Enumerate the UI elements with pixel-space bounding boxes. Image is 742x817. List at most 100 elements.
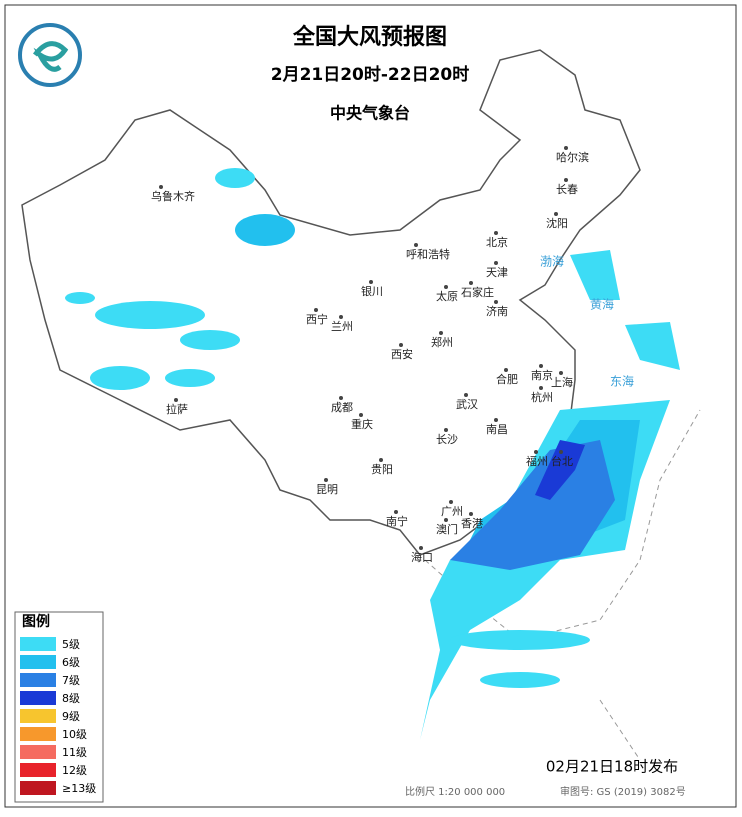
city-label: 上海 — [551, 375, 573, 389]
city-label: 重庆 — [351, 417, 373, 431]
city-label: 乌鲁木齐 — [151, 189, 195, 203]
city-label: 南京 — [531, 368, 553, 382]
city-dot — [159, 185, 163, 189]
city-dot — [494, 300, 498, 304]
city-dot — [324, 478, 328, 482]
wind-area — [450, 630, 590, 650]
sea-boundary — [424, 409, 701, 761]
city-label: 银川 — [361, 284, 383, 298]
legend-label: 7级 — [62, 674, 80, 687]
city-label: 福州 — [526, 454, 548, 468]
city-label: 成都 — [331, 401, 353, 414]
city-dot — [399, 343, 403, 347]
city-label: 呼和浩特 — [406, 247, 450, 261]
city-label: 杭州 — [531, 390, 553, 404]
city-dot — [494, 261, 498, 265]
city-label: 郑州 — [431, 335, 453, 349]
subtitle: 2月21日20时-22日20时 — [271, 65, 470, 85]
city-label: 北京 — [486, 235, 508, 249]
city-label: 南宁 — [386, 514, 408, 528]
city-label: 西安 — [391, 347, 413, 361]
sea-label: 渤海 — [540, 254, 564, 269]
wind-area — [95, 301, 205, 329]
legend-label: 10级 — [62, 728, 87, 741]
city-label: 济南 — [486, 304, 508, 318]
legend-label: 5级 — [62, 638, 80, 651]
city-dot — [314, 308, 318, 312]
city-dot — [539, 364, 543, 368]
legend-title: 图例 — [22, 613, 50, 630]
city-label: 西宁 — [306, 312, 328, 326]
city-dot — [444, 428, 448, 432]
wind-area — [235, 214, 295, 246]
legend: 5级 6级 7级 8级 9级 10级 11级 12级 ≥13级 — [20, 637, 96, 795]
city-label: 海口 — [411, 550, 433, 564]
city-dot — [469, 281, 473, 285]
city-dot — [564, 146, 568, 150]
city-dot — [359, 413, 363, 417]
wind-area — [90, 366, 150, 390]
city-label: 太原 — [436, 290, 458, 303]
title: 全国大风预报图 — [292, 24, 447, 50]
city-label: 拉萨 — [166, 402, 188, 416]
legend-swatch — [20, 691, 56, 705]
city-label: 台北 — [551, 454, 573, 468]
legend-swatch — [20, 655, 56, 669]
legend-label: 6级 — [62, 656, 80, 669]
city-label: 南昌 — [486, 423, 508, 436]
country-outline — [21, 49, 641, 556]
city-dot — [439, 331, 443, 335]
city-dot — [539, 386, 543, 390]
legend-swatch — [20, 637, 56, 651]
city-dot — [339, 315, 343, 319]
legend-label: ≥13级 — [62, 782, 96, 795]
legend-label: 11级 — [62, 746, 87, 759]
city-dot — [444, 285, 448, 289]
city-label: 昆明 — [316, 483, 338, 496]
city-dot — [379, 458, 383, 462]
published: 02月21日18时发布 — [546, 758, 678, 776]
legend-swatch — [20, 781, 56, 795]
city-label: 哈尔滨 — [556, 150, 589, 164]
city-label: 广州 — [441, 505, 463, 518]
wind-area — [570, 250, 680, 370]
city-dot — [339, 396, 343, 400]
city-label: 沈阳 — [546, 216, 568, 230]
city-label: 澳门 — [436, 522, 458, 536]
city-dot — [559, 371, 563, 375]
city-label: 长沙 — [436, 433, 458, 446]
legend-swatch — [20, 727, 56, 741]
wind-area — [180, 330, 240, 350]
legend-swatch — [20, 709, 56, 723]
city-dot — [559, 450, 563, 454]
logo — [18, 23, 82, 87]
city-label: 天津 — [486, 266, 508, 279]
wind-area — [480, 672, 560, 688]
city-dot — [534, 450, 538, 454]
city-dot — [469, 512, 473, 516]
city-label: 香港 — [461, 517, 483, 530]
city-dot — [369, 280, 373, 284]
wind-areas — [65, 168, 680, 740]
city-dot — [464, 393, 468, 397]
city-label: 石家庄 — [461, 285, 494, 299]
city-dot — [444, 518, 448, 522]
legend-label: 8级 — [62, 692, 80, 705]
city-label: 长春 — [556, 183, 578, 196]
city-dot — [174, 398, 178, 402]
sea-label: 黄海 — [590, 297, 614, 312]
city-dot — [394, 510, 398, 514]
city-label: 贵阳 — [371, 463, 393, 476]
map-number: 审图号: GS (2019) 3082号 — [560, 785, 686, 798]
wind-area — [535, 440, 585, 500]
legend-swatch — [20, 673, 56, 687]
city-dot — [419, 546, 423, 550]
wind-area — [65, 292, 95, 304]
wind-area — [215, 168, 255, 188]
legend-swatch — [20, 745, 56, 759]
legend-swatch — [20, 763, 56, 777]
wind-area — [165, 369, 215, 387]
